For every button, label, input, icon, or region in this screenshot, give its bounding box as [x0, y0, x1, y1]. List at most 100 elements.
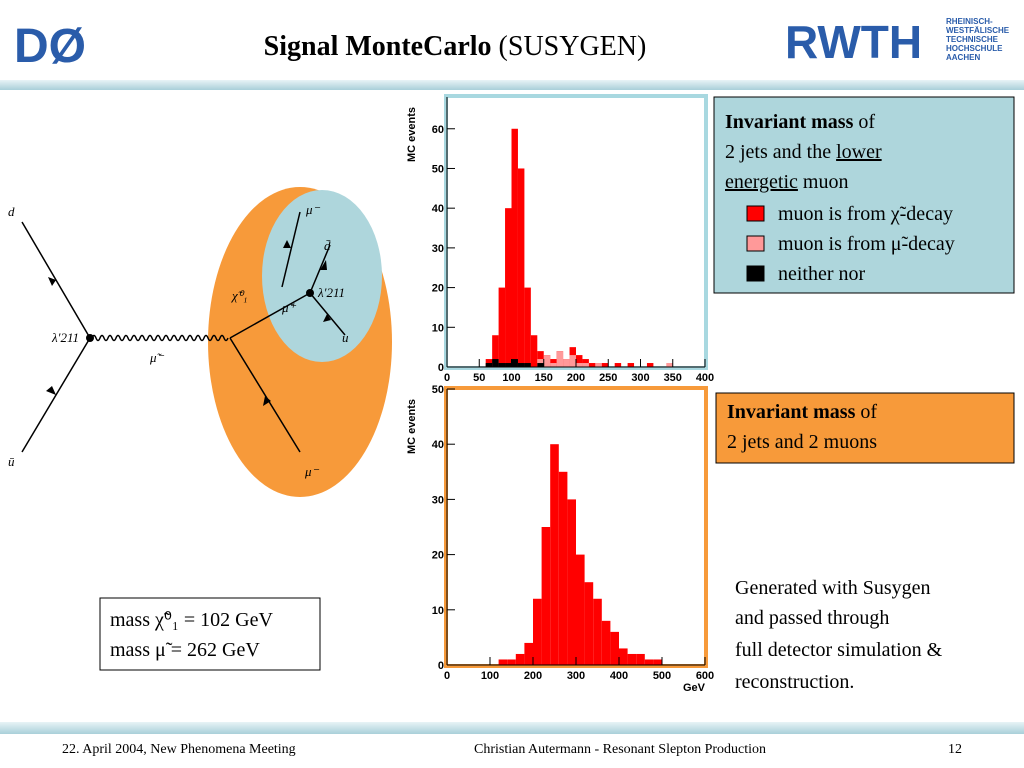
x-tick-label: 200 — [567, 372, 585, 384]
bar — [576, 554, 585, 665]
bar — [614, 363, 622, 367]
y-tick-label: 30 — [432, 494, 444, 506]
diagram-label: λ′211 — [51, 330, 79, 345]
x-tick-label: 400 — [696, 372, 714, 384]
bar — [588, 363, 596, 367]
title: Signal MonteCarlo (SUSYGEN) — [264, 31, 647, 62]
diagram-label: μ⁻ — [305, 202, 321, 217]
bar — [582, 363, 589, 367]
mass-box — [99, 597, 321, 671]
bar — [567, 499, 576, 665]
bar — [505, 363, 512, 367]
x-tick-label: 400 — [610, 670, 628, 682]
bar — [517, 363, 525, 367]
bold: Invariant mass — [725, 111, 854, 133]
x-axis-label: GeV — [683, 682, 706, 694]
blob-inner — [262, 190, 382, 362]
footer-bar — [0, 722, 1024, 734]
x-tick-label: 600 — [696, 670, 714, 682]
bar — [569, 355, 576, 367]
info-box — [713, 96, 1015, 294]
note: full detector simulation & — [735, 639, 943, 661]
y-axis-label: MC events — [406, 107, 418, 162]
vertex — [86, 334, 94, 342]
y-tick-label: 10 — [432, 605, 444, 617]
bar — [505, 208, 512, 367]
x-tick-label: 100 — [481, 670, 499, 682]
bar — [646, 363, 654, 367]
bar — [576, 355, 583, 367]
x-tick-label: 300 — [631, 372, 649, 384]
legend-swatch — [746, 235, 765, 252]
chart-frame — [444, 94, 708, 370]
y-tick-label: 40 — [432, 203, 444, 215]
note: reconstruction. — [735, 671, 854, 693]
vertex — [306, 289, 314, 297]
bar — [550, 444, 559, 665]
bar — [492, 359, 499, 367]
line — [309, 244, 331, 294]
bar — [576, 363, 583, 367]
bar — [507, 659, 516, 665]
bar — [517, 168, 525, 367]
bar — [563, 359, 570, 367]
bar — [537, 363, 544, 367]
logo-sub: TECHNISCHE — [946, 35, 999, 44]
y-tick-label: 0 — [438, 660, 444, 672]
bar — [498, 363, 506, 367]
x-tick-label: 250 — [599, 372, 617, 384]
x-tick-label: 100 — [502, 372, 520, 384]
diagram-label: χ̃⁰₁ — [230, 288, 247, 303]
bar — [595, 363, 602, 367]
bar — [610, 631, 619, 665]
bar — [530, 335, 538, 367]
note: and passed through — [735, 607, 889, 629]
x-tick-label: 200 — [524, 670, 542, 682]
box-text: Invariant mass of — [725, 111, 875, 133]
y-tick-label: 0 — [438, 362, 444, 374]
bar — [627, 363, 635, 367]
diagram-label: u — [342, 330, 349, 345]
legend-label: muon is from χ̃-decay — [778, 203, 953, 225]
x-tick-label: 150 — [535, 372, 553, 384]
bar — [524, 642, 533, 665]
logo-sub: AACHEN — [946, 53, 980, 62]
title-bold: Signal MonteCarlo — [264, 31, 492, 62]
legend-label: muon is from μ̃-decay — [778, 233, 955, 255]
logo-sub: WESTFÄLISCHE — [946, 26, 1010, 35]
bar — [653, 659, 662, 665]
title-rest: (SUSYGEN) — [499, 31, 647, 62]
bar — [666, 363, 673, 367]
bar — [533, 598, 542, 665]
bar — [584, 582, 594, 665]
y-tick-label: 30 — [432, 243, 444, 255]
bar — [556, 351, 564, 367]
x-tick-label: 0 — [444, 372, 450, 384]
text: energetic — [725, 171, 798, 193]
text: lower — [836, 141, 882, 163]
bar — [543, 355, 551, 367]
x-tick-label: 300 — [567, 670, 585, 682]
bar — [601, 363, 609, 367]
bar — [601, 620, 611, 665]
y-tick-label: 20 — [432, 550, 444, 562]
diagram-label: μ̃⁺ — [281, 300, 297, 315]
text: muon — [803, 171, 849, 193]
logo-sub: RHEINISCH- — [946, 17, 993, 26]
legend-swatch — [746, 205, 765, 222]
bar — [541, 527, 551, 665]
bar — [498, 659, 508, 665]
bar — [644, 659, 654, 665]
bar — [515, 653, 525, 665]
diagram-label: d̄ — [324, 238, 331, 253]
bar — [498, 287, 506, 367]
bar — [511, 359, 518, 367]
logo-sub: HOCHSCHULE — [946, 44, 1003, 53]
logo-right: RWTH — [785, 16, 922, 68]
x-tick-label: 0 — [444, 670, 450, 682]
x-tick-label: 350 — [664, 372, 682, 384]
header-bar — [0, 80, 1024, 90]
diagram-label: d — [8, 204, 15, 219]
footer-right: 12 — [948, 742, 962, 757]
info-box — [715, 392, 1015, 464]
